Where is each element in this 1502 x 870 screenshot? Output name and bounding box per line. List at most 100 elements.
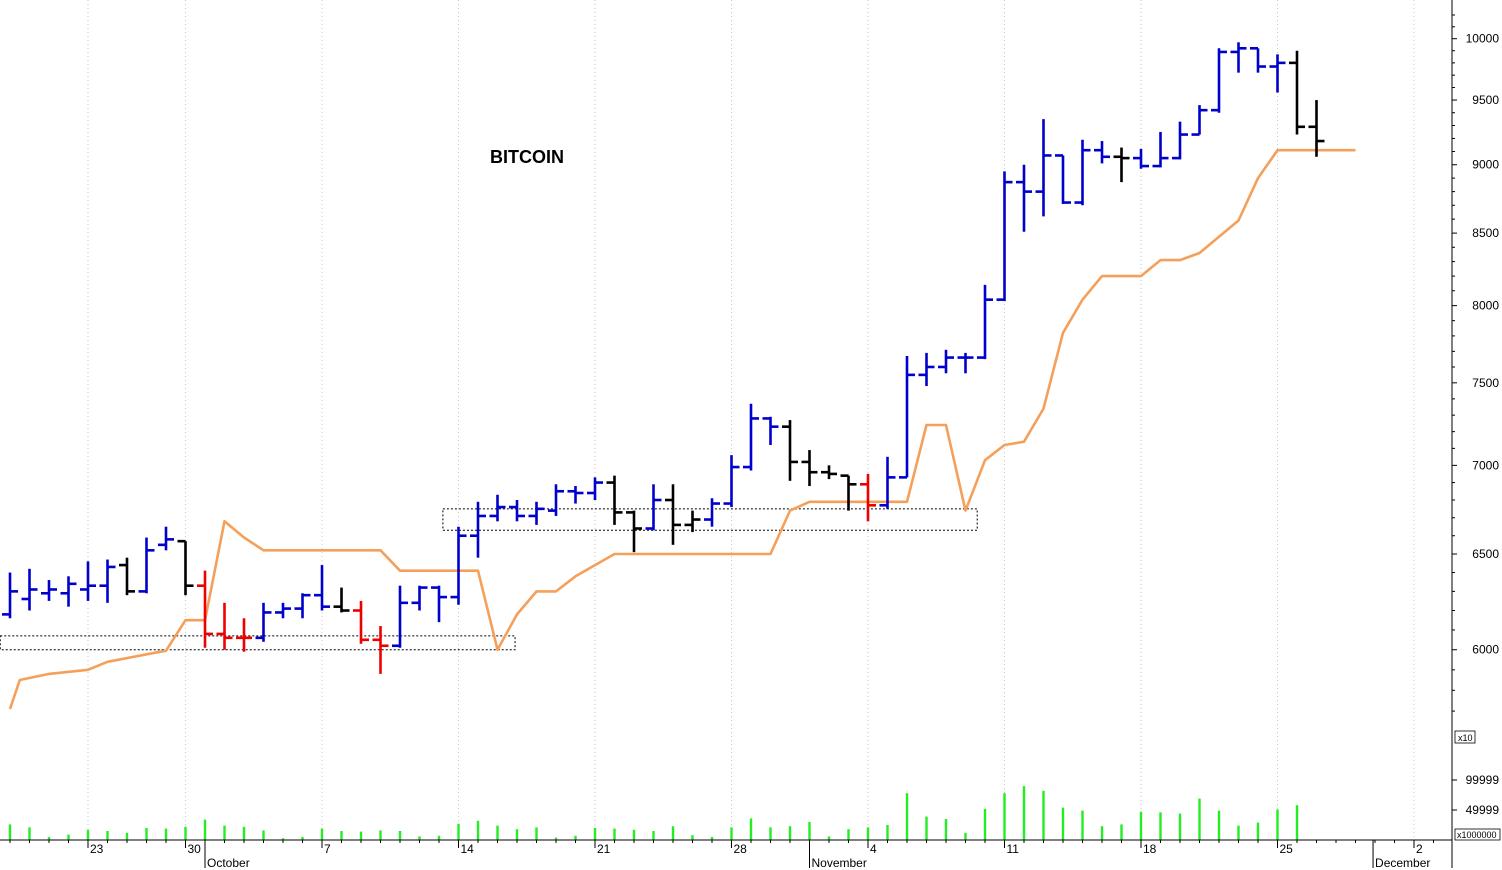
price-bar — [41, 580, 57, 601]
volume-bar — [125, 832, 129, 840]
volume-unit-label: x1000000 — [1457, 830, 1497, 840]
price-bar — [704, 498, 720, 527]
date-tick-label: 25 — [1280, 842, 1294, 856]
price-bar — [21, 568, 38, 611]
volume-bar — [47, 837, 51, 840]
date-tick-label: 28 — [734, 842, 748, 856]
price-bar — [255, 602, 272, 642]
price-bar — [372, 626, 389, 674]
volume-bar — [379, 830, 382, 840]
price-tick-label: 9000 — [1472, 158, 1499, 172]
price-bar — [548, 484, 564, 516]
volume-bar — [359, 831, 363, 840]
date-tick-label: 30 — [188, 842, 202, 856]
price-bar — [138, 537, 155, 594]
volume-bar — [281, 838, 285, 840]
volume-bar — [223, 825, 226, 840]
volume-bar — [1178, 813, 1182, 840]
volume-bar — [1120, 824, 1123, 840]
price-bar — [938, 349, 954, 374]
price-bar — [411, 585, 428, 611]
price-bar — [996, 171, 1013, 302]
date-tick-label: 2 — [1416, 842, 1423, 856]
volume-bar — [476, 820, 480, 840]
volume-bar — [749, 818, 753, 840]
volume-bar — [613, 828, 616, 840]
price-tick-label: 8500 — [1472, 226, 1499, 240]
price-bar — [684, 510, 701, 533]
volume-bars — [8, 786, 1299, 840]
price-bar — [879, 456, 896, 509]
volume-bar — [184, 826, 187, 840]
volume-bar — [1256, 822, 1260, 840]
volume-bar — [515, 829, 519, 840]
price-tick-label: 6000 — [1472, 643, 1499, 657]
price-bar — [743, 403, 759, 471]
date-tick-label: 21 — [597, 842, 611, 856]
volume-bar — [496, 825, 499, 840]
volume-bar — [944, 819, 948, 840]
price-bar — [1230, 42, 1247, 73]
volume-bar — [886, 825, 889, 840]
volume-bar — [1217, 810, 1221, 840]
volume-bar — [1061, 807, 1065, 840]
price-bar — [860, 473, 876, 522]
price-bar — [1250, 47, 1266, 73]
volume-bar — [398, 831, 402, 840]
volume-bar — [106, 831, 109, 840]
price-bar — [1191, 105, 1208, 136]
price-bar — [762, 416, 779, 446]
support-zone — [442, 508, 978, 531]
date-tick-label: 18 — [1143, 842, 1157, 856]
price-bar — [1035, 119, 1052, 217]
volume-bar — [28, 827, 31, 840]
trailing-stop — [8, 148, 1356, 710]
price-bar — [723, 455, 740, 508]
volume-bar — [652, 831, 655, 840]
volume-bar — [1100, 826, 1104, 840]
price-bar — [197, 570, 213, 648]
price-bar — [275, 602, 291, 619]
support-zones — [0, 508, 978, 651]
month-tick-label: December — [1375, 856, 1430, 870]
price-bar — [1308, 100, 1325, 157]
price-tick-label: 8000 — [1472, 299, 1499, 313]
price-bar — [216, 602, 233, 650]
volume-bar — [1042, 790, 1045, 840]
volume-bar — [827, 836, 831, 840]
volume-bar — [242, 826, 246, 840]
price-bar — [782, 420, 798, 481]
price-bar — [1133, 148, 1149, 169]
volume-bar — [671, 826, 675, 840]
volume-bar — [1198, 798, 1201, 840]
support-zone — [0, 635, 516, 651]
price-bar — [1152, 131, 1169, 168]
price-bar — [821, 465, 837, 480]
price-bar — [606, 475, 623, 525]
volume-bar — [554, 837, 558, 840]
price-bar — [899, 356, 915, 479]
date-tick-label: 4 — [870, 842, 877, 856]
price-bar — [236, 618, 252, 652]
date-tick-label: 23 — [90, 842, 104, 856]
price-bar — [509, 500, 525, 522]
volume-bar — [145, 828, 148, 840]
volume-bar — [1003, 793, 1006, 840]
price-bar — [957, 352, 974, 374]
price-bar — [840, 474, 857, 511]
volume-bar — [788, 826, 792, 840]
volume-bar — [632, 829, 636, 840]
price-bar — [1074, 139, 1091, 206]
volume-bar — [769, 827, 772, 840]
volume-bar — [203, 819, 207, 840]
chart-title: BITCOIN — [490, 147, 564, 167]
price-bar — [99, 559, 116, 603]
price-bar — [177, 539, 194, 596]
volume-bar — [320, 828, 324, 840]
volume-bar — [164, 828, 168, 840]
volume-bar — [301, 837, 304, 840]
volume-bar — [983, 808, 987, 840]
price-tick-label: 7500 — [1472, 376, 1499, 390]
